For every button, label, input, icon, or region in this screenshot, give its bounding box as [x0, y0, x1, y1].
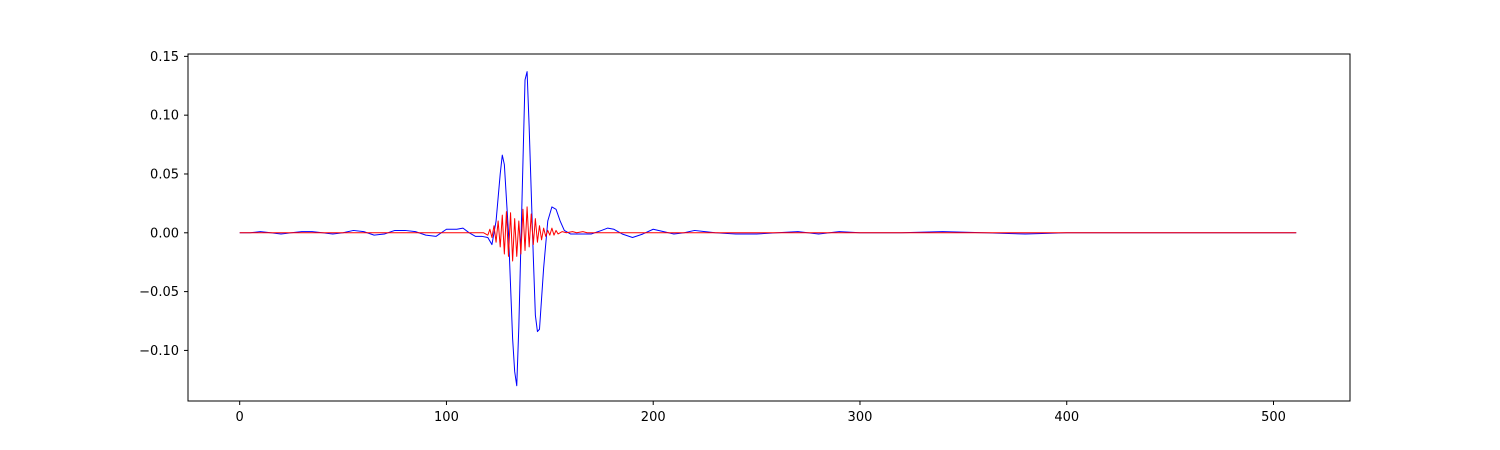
series-line-1	[239, 71, 1297, 387]
plot-area-frame	[187, 53, 1351, 402]
series-line-2	[239, 206, 1297, 262]
x-tick-label: 0	[236, 410, 244, 425]
y-tick-label: 0.00	[150, 226, 179, 241]
y-axis: −0.10 −0.05 0.00 0.05 0.10 0.15	[139, 50, 188, 359]
y-tick-label: 0.05	[150, 167, 179, 182]
x-tick-label: 200	[641, 410, 666, 425]
y-tick-label: −0.05	[139, 285, 179, 300]
x-tick-label: 100	[434, 410, 459, 425]
x-tick-label: 300	[848, 410, 873, 425]
y-tick-label: 0.10	[150, 109, 179, 124]
y-tick-label: −0.10	[139, 344, 179, 359]
x-tick-label: 400	[1054, 410, 1079, 425]
y-tick-label: 0.15	[150, 50, 179, 65]
x-axis: 0 100 200 300 400 500	[236, 401, 1286, 425]
x-tick-label: 500	[1261, 410, 1286, 425]
series-layer	[239, 71, 1297, 387]
